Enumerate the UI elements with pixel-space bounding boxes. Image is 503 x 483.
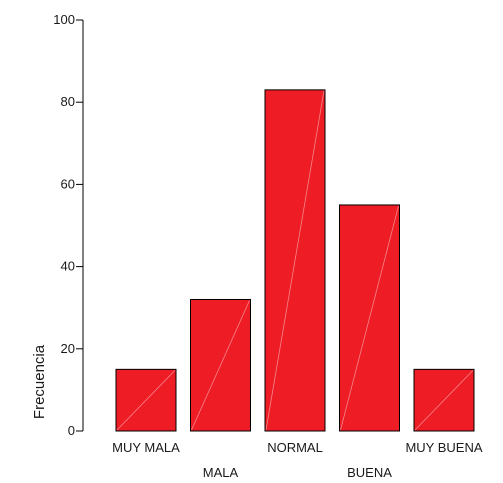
x-category-label: MUY BUENA [405, 440, 482, 455]
y-tick-label: 100 [53, 12, 75, 27]
y-ticks: 0 20 40 60 80 100 [53, 12, 83, 438]
bars [115, 89, 475, 432]
bar-highlight [414, 370, 474, 431]
y-axis-title: Frecuencia [31, 344, 48, 419]
y-tick-label: 60 [61, 176, 75, 191]
y-tick-label: 80 [61, 94, 75, 109]
bar-highlight [340, 205, 399, 431]
x-category-label: MUY MALA [112, 440, 180, 455]
y-tick-label: 20 [61, 341, 75, 356]
bar-highlight [265, 90, 325, 431]
bar-highlight [191, 300, 250, 431]
x-category-label: MALA [203, 465, 239, 480]
x-labels: MUY MALA MALA NORMAL BUENA MUY BUENA [112, 440, 483, 480]
bar-highlight [116, 370, 176, 431]
x-category-label: NORMAL [267, 440, 323, 455]
y-tick-label: 40 [61, 259, 75, 274]
y-tick-label: 0 [68, 423, 75, 438]
x-category-label: BUENA [347, 465, 392, 480]
